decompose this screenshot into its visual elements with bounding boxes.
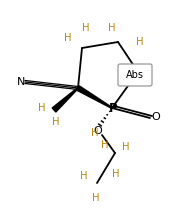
Polygon shape <box>52 88 78 112</box>
Text: O: O <box>94 126 102 136</box>
Text: H: H <box>64 33 72 43</box>
Text: N: N <box>17 77 25 87</box>
Text: H: H <box>82 23 90 33</box>
Text: H: H <box>112 169 120 179</box>
FancyBboxPatch shape <box>118 64 152 86</box>
Text: H: H <box>101 140 109 150</box>
Text: H: H <box>92 193 100 203</box>
Text: H: H <box>108 23 116 33</box>
Text: H: H <box>38 103 46 113</box>
Text: H: H <box>91 128 99 138</box>
Text: H: H <box>136 37 144 47</box>
Polygon shape <box>77 86 112 108</box>
Text: H: H <box>80 171 88 181</box>
Text: H: H <box>122 142 130 152</box>
Text: Abs: Abs <box>126 70 144 80</box>
Text: H: H <box>52 117 60 127</box>
Text: O: O <box>152 112 160 122</box>
Text: P: P <box>109 103 117 116</box>
